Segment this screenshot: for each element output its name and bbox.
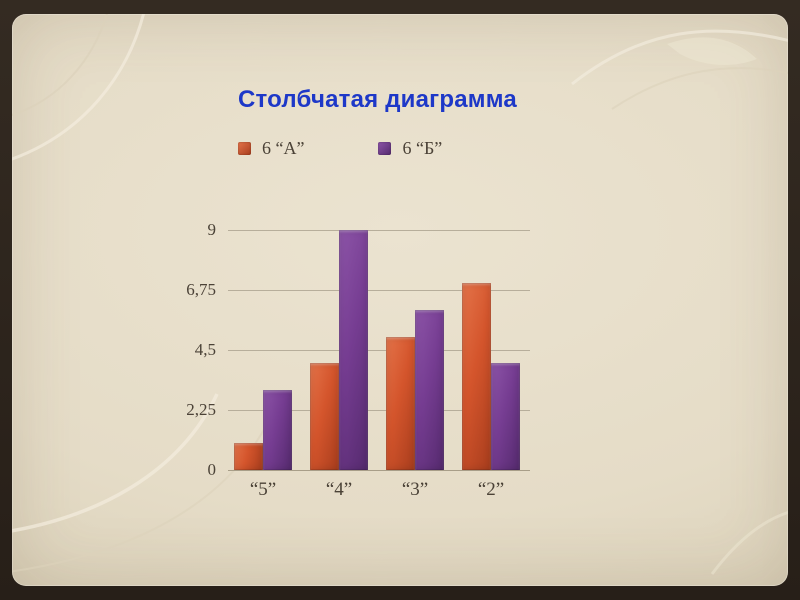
y-tick-label: 2,25 [186,400,216,419]
legend-swatch [378,142,392,155]
x-axis-label: “2” [477,479,505,500]
bar [386,336,415,470]
chart-legend: 6 “А” 6 “Б” [238,138,442,159]
bar-group: “2” [462,230,520,500]
legend-label: 6 “Б” [402,138,443,158]
y-tick-label: 0 [207,460,217,479]
bar-group: “3” [386,230,444,500]
y-axis: 9 6,75 4,5 2,25 0 [152,220,228,479]
gridline [228,290,530,291]
legend-swatch [238,142,251,155]
bar [263,390,292,470]
gridline [228,350,530,351]
bar-groups: “5” “4” “3” “2” [228,230,530,500]
bar [310,363,339,470]
bar [339,230,368,470]
bar [234,443,263,470]
y-tick-label: 4,5 [194,340,216,359]
legend-item: 6 “А” [238,138,304,159]
bar [415,310,444,470]
background-ornaments [12,14,788,575]
gridlines [228,230,530,471]
bar [491,363,520,470]
plot-area: “5” “4” “3” “2” [228,230,530,500]
slide-title: Столбчатая диаграмма [238,86,517,113]
bar-group: “5” [234,230,292,500]
x-axis-label: “4” [325,479,353,500]
bar [462,283,491,470]
bar-group: “4” [310,230,368,500]
slide: Столбчатая диаграмма 6 “А” 6 “Б” 9 6,75 4,5… [12,14,788,586]
y-tick-label: 6,75 [186,280,216,299]
legend-label: 6 “А” [262,138,305,158]
x-axis-label: “3” [401,479,429,500]
gridline [228,470,530,471]
bar-chart: 9 6,75 4,5 2,25 0 “5” “4” “3” “2” [152,220,530,500]
y-tick-label: 9 [207,220,217,239]
gridline [228,230,530,231]
x-axis-label: “5” [249,479,277,500]
legend-item: 6 “Б” [378,138,442,159]
gridline [228,410,530,411]
